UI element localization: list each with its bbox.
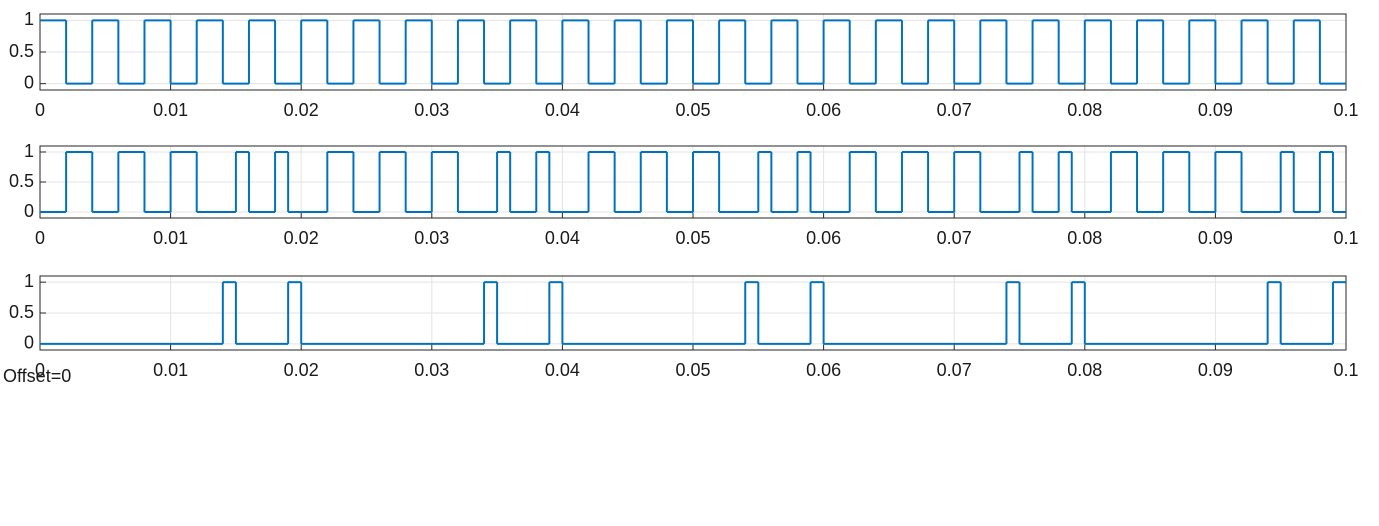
x-tick-label: 0.08 [1067,228,1102,248]
x-tick-label: 0.09 [1198,100,1233,120]
plot-frame [39,145,1347,219]
y-tick-label: 0.5 [9,302,34,322]
y-tick-label: 0.5 [9,41,34,61]
x-tick-label: 0.09 [1198,228,1233,248]
x-tick-label: 0.04 [545,228,580,248]
x-tick-label: 0.1 [1333,360,1358,380]
x-tick-label: 0.07 [937,360,972,380]
x-tick-label: 0.01 [153,228,188,248]
x-tick-label: 0.01 [153,360,188,380]
y-tick-label: 1 [24,9,34,29]
x-tick-label: 0 [35,228,45,248]
y-tick-label: 1 [24,141,34,161]
x-tick-label: 0.03 [414,100,449,120]
x-tick-label: 0.08 [1067,360,1102,380]
x-tick-label: 0.03 [414,360,449,380]
y-tick-label: 0 [24,333,34,353]
x-tick-label: 0.02 [284,228,319,248]
x-tick-label: 0.08 [1067,100,1102,120]
x-tick-label: 0.07 [937,100,972,120]
y-tick-label: 0 [24,201,34,221]
plot-frame [39,13,1347,91]
x-tick-label: 0.07 [937,228,972,248]
x-tick-label: 0.1 [1333,100,1358,120]
x-tick-label: 0 [35,100,45,120]
axes: 0 0.01 0.02 0.03 0.04 0.05 0.06 0.07 0.08 0.09 0.1… [9,141,1359,248]
x-tick-label: 0.03 [414,228,449,248]
x-tick-label: 0.06 [806,360,841,380]
x-tick-label: 0.06 [806,100,841,120]
x-tick-label: 0 [35,360,45,380]
offset-label: Offset=0 [3,366,71,386]
x-tick-label: 0.09 [1198,360,1233,380]
x-tick-label: 0.1 [1333,228,1358,248]
x-tick-label: 0.01 [153,100,188,120]
x-tick-label: 0.06 [806,228,841,248]
x-tick-label: 0.02 [284,100,319,120]
x-tick-label: 0.05 [675,100,710,120]
x-tick-label: 0.02 [284,360,319,380]
axes: 0 0.01 0.02 0.03 0.04 0.05 0.06 0.07 0.08 0.09 0.1… [9,271,1359,380]
axes: 0 0.01 0.02 0.03 0.04 0.05 0.06 0.07 0.08 0.09 0.1… [9,9,1359,120]
x-tick-label: 0.04 [545,360,580,380]
x-tick-label: 0.05 [675,360,710,380]
x-tick-label: 0.05 [675,228,710,248]
y-tick-label: 1 [24,271,34,291]
y-tick-label: 0.5 [9,171,34,191]
y-tick-label: 0 [24,72,34,92]
x-tick-label: 0.04 [545,100,580,120]
plot-frame [39,275,1347,351]
